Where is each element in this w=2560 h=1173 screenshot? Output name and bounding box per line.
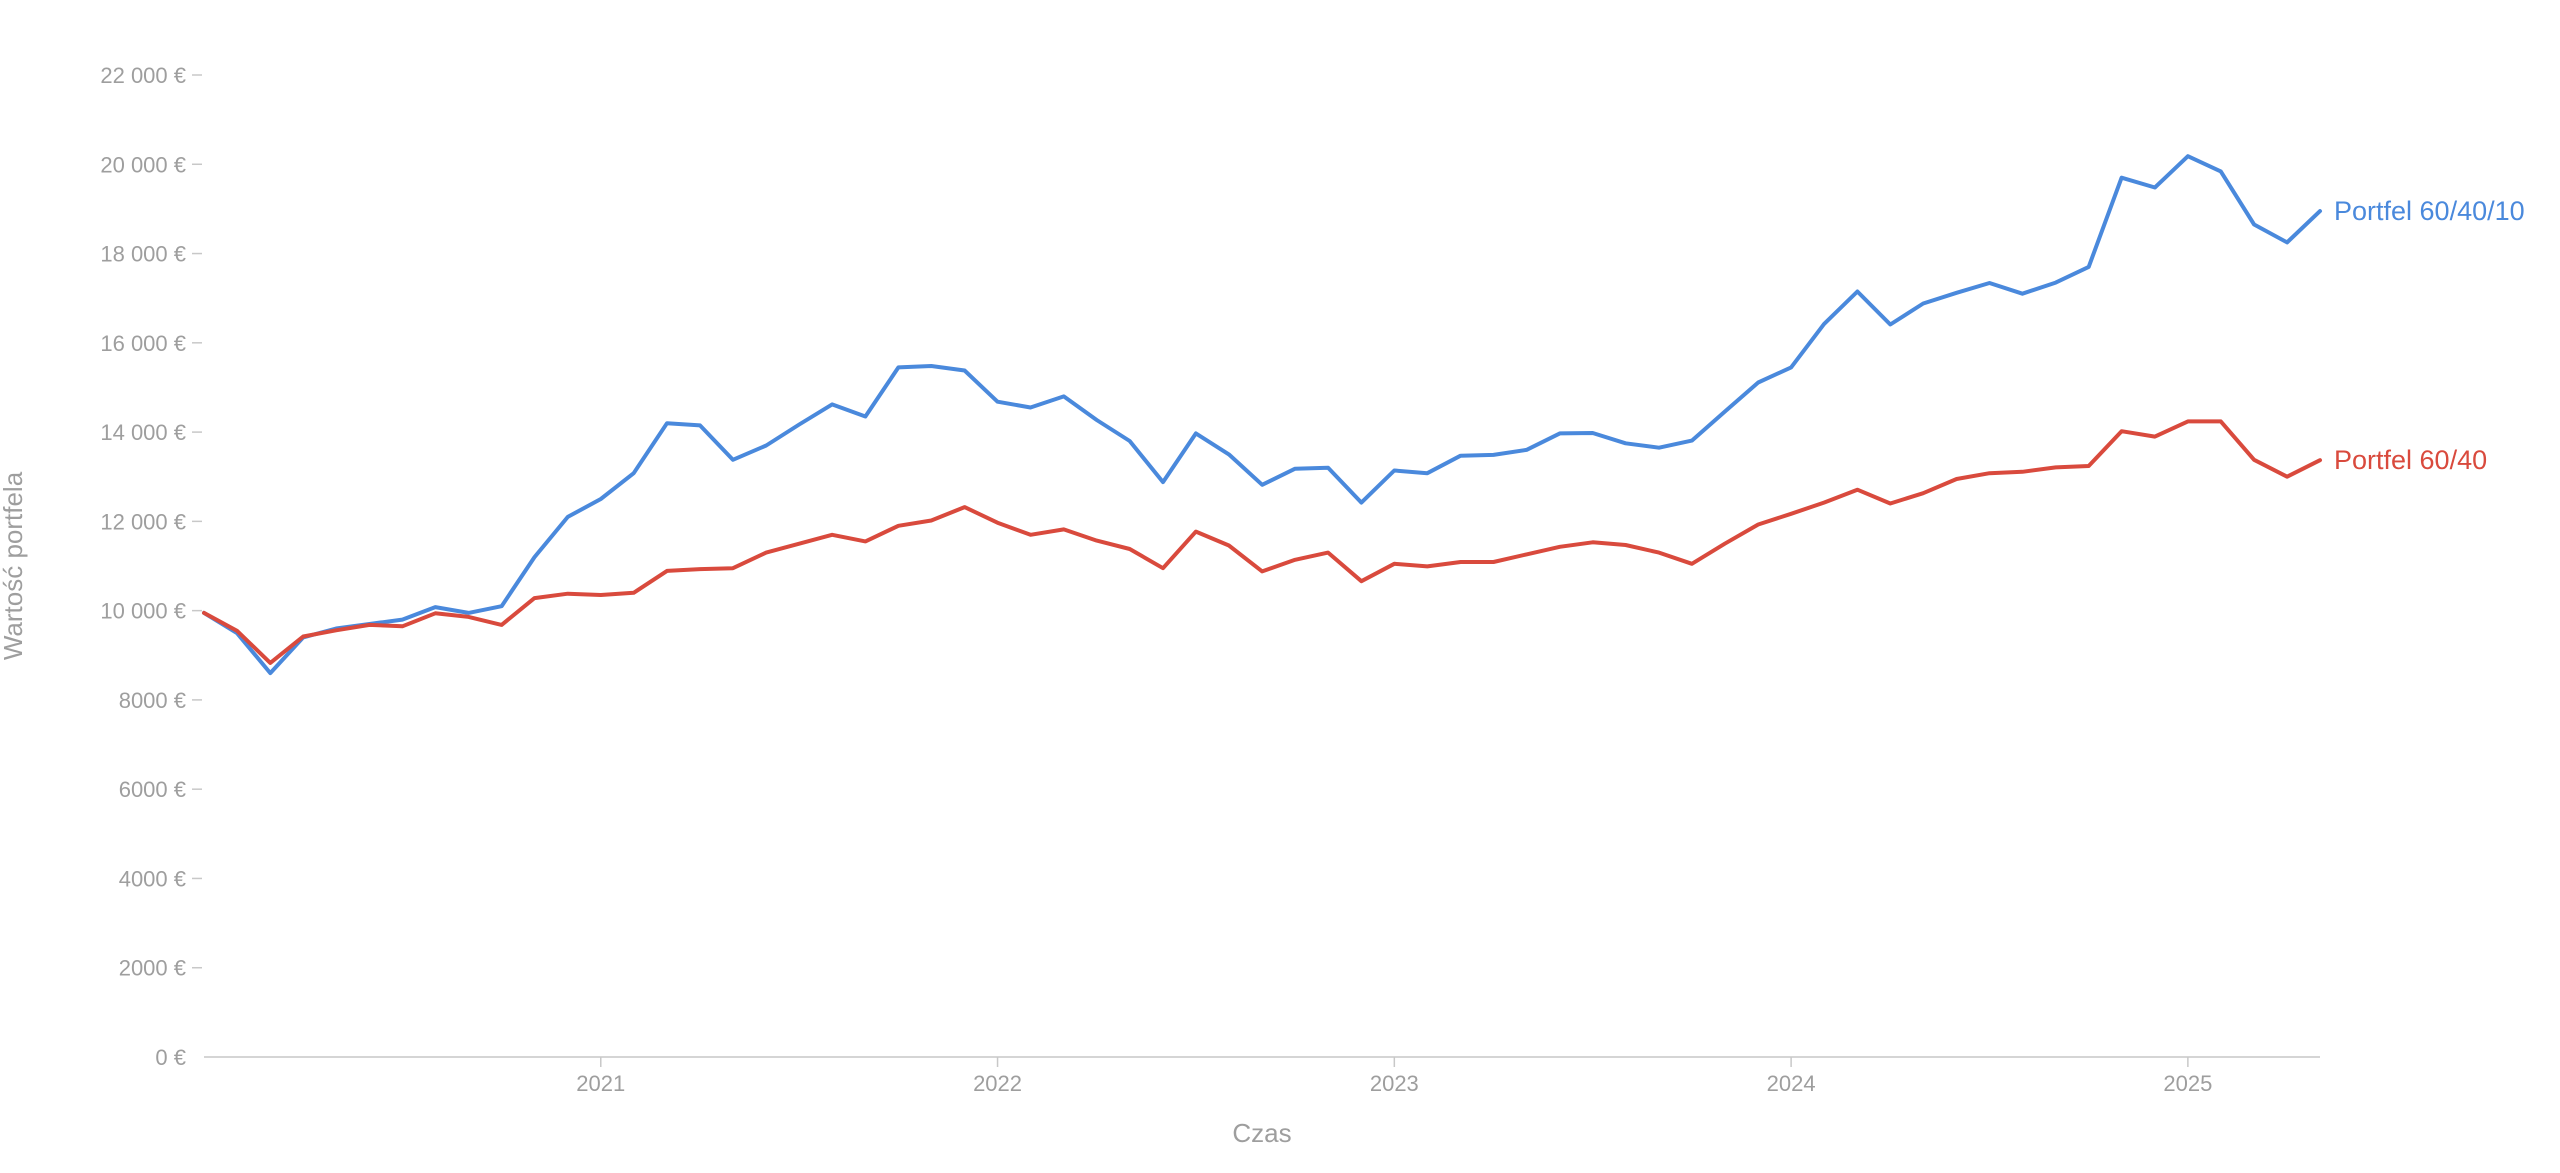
y-tick-label: 16 000 € (100, 331, 186, 356)
x-tick-label: 2023 (1370, 1071, 1419, 1096)
y-tick-label: 6000 € (119, 777, 186, 802)
x-axis-title: Czas (1232, 1118, 1291, 1148)
y-axis: 0 € 2000 € 4000 € 6000 € 8000 € 10 000 € 12 00… (100, 63, 202, 1070)
series-line (202, 419, 2322, 665)
y-tick-label: 2000 € (119, 956, 186, 981)
y-tick-label: 14 000 € (100, 420, 186, 445)
x-tick-label: 2024 (1767, 1071, 1816, 1096)
y-axis-title: Wartość portfela (0, 471, 28, 660)
y-tick-label: 12 000 € (100, 509, 186, 534)
x-tick-label: 2021 (576, 1071, 625, 1096)
y-tick-label: 8000 € (119, 688, 186, 713)
y-tick-label: 10 000 € (100, 599, 186, 624)
series-label: Portfel 60/40 (2334, 445, 2487, 475)
y-tick-label: 20 000 € (100, 152, 186, 177)
y-tick-label: 22 000 € (100, 63, 186, 88)
series-line (202, 154, 2322, 676)
y-tick-label: 18 000 € (100, 242, 186, 267)
x-tick-label: 2022 (973, 1071, 1022, 1096)
y-tick-label: 0 € (155, 1045, 186, 1070)
series-layer: Portfel 60/40/10 Portfel 60/40 (202, 154, 2525, 676)
series-label: Portfel 60/40/10 (2334, 196, 2525, 226)
x-tick-label: 2025 (2163, 1071, 2212, 1096)
x-axis: 2021 2022 2023 2024 2025 (204, 1056, 2320, 1096)
y-tick-label: 4000 € (119, 866, 186, 891)
